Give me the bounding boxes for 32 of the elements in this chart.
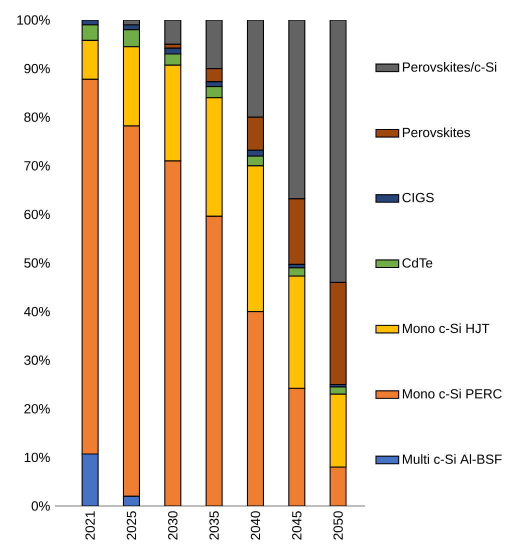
- x-tick-label: 2050: [333, 511, 343, 540]
- x-tick-label: 2035: [209, 511, 219, 540]
- y-tick-label: 80%: [24, 112, 50, 122]
- y-tick-label: 90%: [24, 64, 50, 74]
- y-tick-label: 0%: [32, 501, 50, 511]
- legend-label: Mono c-Si PERC: [402, 388, 502, 399]
- x-tick-label: 2030: [168, 511, 178, 540]
- legend-label: CdTe: [402, 258, 432, 268]
- legend-label: Perovskites/c-Si: [402, 62, 496, 72]
- x-tick-label: 2040: [250, 511, 260, 540]
- legend-label: Mono c-Si HJT: [402, 323, 490, 334]
- legend-label: Perovskites: [402, 127, 470, 138]
- bar: [246, 20, 264, 118]
- bar: [206, 68, 223, 82]
- y-tick-label: 100%: [17, 15, 50, 25]
- bar: [330, 20, 347, 283]
- x-tick-label: 2045: [292, 511, 302, 540]
- bar: [206, 20, 223, 70]
- bar: [288, 198, 306, 265]
- y-tick-label: 20%: [24, 404, 50, 414]
- legend-label: Multi c-Si Al-BSF: [402, 454, 502, 464]
- y-tick-label: 50%: [24, 258, 50, 268]
- x-tick-label: 2021: [85, 511, 95, 540]
- y-tick-label: 40%: [24, 306, 50, 316]
- y-tick-label: 10%: [24, 452, 50, 462]
- bar: [164, 20, 182, 45]
- x-tick-label: 2025: [126, 511, 136, 540]
- legend-label: CIGS: [402, 192, 434, 202]
- bar: [288, 20, 306, 200]
- y-tick-label: 60%: [24, 210, 50, 220]
- y-tick-label: 30%: [24, 356, 50, 365]
- y-tick-label: 70%: [24, 161, 50, 170]
